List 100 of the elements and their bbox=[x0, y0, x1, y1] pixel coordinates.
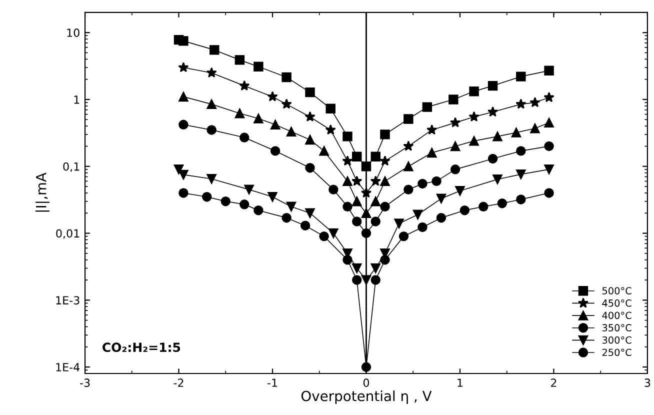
point bbox=[511, 128, 522, 138]
point bbox=[492, 132, 502, 142]
point bbox=[403, 140, 414, 151]
point bbox=[544, 118, 554, 128]
point bbox=[418, 178, 428, 189]
point bbox=[305, 162, 315, 173]
point bbox=[206, 67, 217, 78]
point bbox=[426, 148, 437, 158]
point bbox=[319, 146, 329, 156]
point bbox=[304, 111, 316, 122]
point bbox=[370, 176, 381, 186]
legend-label: 250°C bbox=[602, 348, 632, 356]
point bbox=[342, 132, 352, 142]
y-tick-label: 10 bbox=[67, 28, 80, 37]
point bbox=[352, 263, 362, 274]
point bbox=[516, 169, 526, 180]
point bbox=[220, 196, 230, 206]
point bbox=[352, 176, 362, 186]
point bbox=[202, 192, 212, 202]
point bbox=[178, 188, 188, 198]
y-tick-label: 1E-4 bbox=[56, 363, 80, 372]
point bbox=[469, 136, 479, 146]
point bbox=[342, 255, 352, 265]
point bbox=[488, 80, 498, 91]
point bbox=[370, 196, 380, 206]
point bbox=[432, 176, 442, 186]
point bbox=[497, 198, 508, 208]
point bbox=[426, 124, 438, 135]
point bbox=[234, 108, 245, 118]
point bbox=[478, 202, 488, 212]
point bbox=[352, 216, 362, 226]
point bbox=[544, 141, 554, 152]
point bbox=[450, 164, 460, 174]
legend-label: 350°C bbox=[602, 324, 632, 332]
y-tick-label: 1 bbox=[74, 96, 80, 104]
point bbox=[240, 132, 250, 142]
point bbox=[516, 146, 526, 156]
point bbox=[254, 114, 264, 124]
point bbox=[342, 202, 352, 212]
point bbox=[305, 87, 315, 98]
point bbox=[468, 111, 480, 122]
point bbox=[352, 152, 362, 162]
point bbox=[270, 146, 280, 156]
point bbox=[174, 164, 184, 174]
point bbox=[448, 94, 458, 104]
point bbox=[418, 222, 428, 232]
point bbox=[282, 212, 292, 223]
point bbox=[516, 98, 526, 109]
point bbox=[326, 104, 336, 114]
annotation: CO₂:H₂=1:5 bbox=[102, 342, 180, 352]
x-tick-label: 0 bbox=[363, 378, 370, 387]
point bbox=[455, 186, 465, 196]
y-tick-label: 0,1 bbox=[63, 162, 80, 172]
point bbox=[412, 210, 423, 220]
legend-label: 400°C bbox=[602, 312, 632, 320]
y-tick-label: 0,01 bbox=[56, 229, 80, 239]
point bbox=[380, 130, 390, 140]
point bbox=[492, 174, 502, 184]
point bbox=[178, 170, 188, 180]
point bbox=[268, 192, 278, 202]
point bbox=[380, 255, 390, 265]
point bbox=[530, 123, 540, 134]
point bbox=[404, 184, 414, 194]
point bbox=[178, 36, 188, 46]
point bbox=[544, 188, 554, 198]
point bbox=[544, 92, 554, 102]
point bbox=[267, 91, 278, 102]
point bbox=[544, 66, 554, 76]
point bbox=[352, 196, 362, 206]
point bbox=[544, 164, 554, 174]
point bbox=[342, 156, 353, 166]
point bbox=[234, 55, 245, 65]
point bbox=[370, 275, 380, 285]
x-tick-label: -2 bbox=[174, 378, 184, 387]
point bbox=[254, 205, 264, 216]
point bbox=[328, 184, 338, 194]
point bbox=[380, 202, 390, 212]
point bbox=[305, 134, 315, 145]
point bbox=[244, 184, 254, 194]
point bbox=[270, 120, 280, 130]
x-tick-label: 2 bbox=[551, 378, 556, 387]
point bbox=[516, 194, 526, 204]
legend-label: 450°C bbox=[602, 299, 632, 307]
point bbox=[286, 202, 296, 212]
point bbox=[352, 275, 362, 285]
point bbox=[254, 62, 264, 72]
x-tick-label: -3 bbox=[80, 378, 90, 387]
point bbox=[404, 161, 414, 172]
y-axis-title: |I|,mA bbox=[36, 172, 50, 212]
point bbox=[370, 263, 380, 274]
point bbox=[488, 154, 498, 164]
point bbox=[530, 96, 540, 108]
point bbox=[436, 194, 446, 204]
point bbox=[370, 152, 380, 162]
point bbox=[487, 106, 498, 117]
point bbox=[422, 102, 432, 112]
point bbox=[281, 98, 292, 109]
point bbox=[319, 231, 329, 242]
point bbox=[398, 231, 409, 242]
x-tick-label: 1 bbox=[458, 378, 462, 387]
